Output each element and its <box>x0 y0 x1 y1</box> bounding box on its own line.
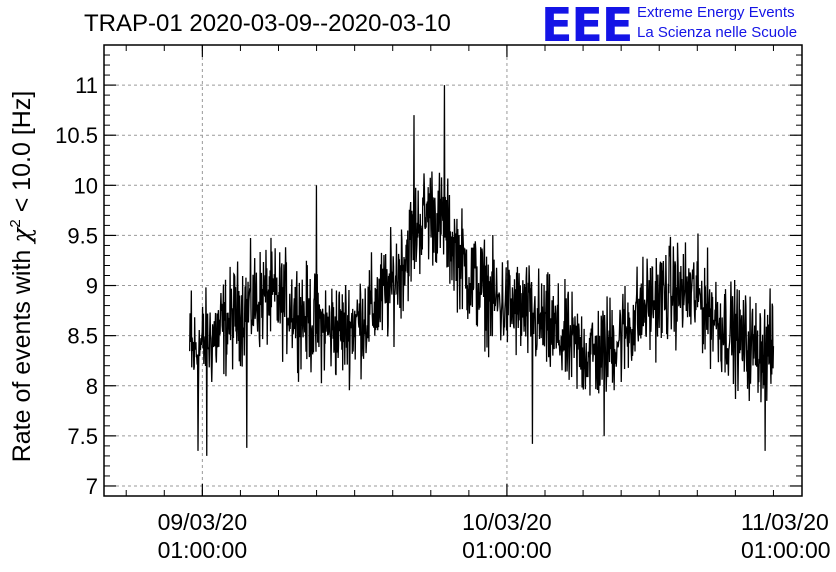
y-tick-label: 7 <box>86 474 98 499</box>
logo-line-2: La Scienza nelle Scuole <box>637 24 798 41</box>
x-tick-label-date: 11/03/20 <box>741 509 829 535</box>
y-tick-label: 8 <box>86 374 98 399</box>
y-axis-label-sup: 2 <box>7 219 24 227</box>
x-tick-label-time: 01:00:00 <box>158 537 248 563</box>
y-tick-label: 10.5 <box>55 123 98 148</box>
tick-layer: 77.588.599.51010.51109/03/2001:00:0010/0… <box>55 44 831 563</box>
y-axis-label-rest: < 10.0 [Hz] <box>8 91 36 220</box>
y-tick-label: 11 <box>75 73 98 98</box>
logo-line-1: Extreme Energy Events <box>637 4 795 21</box>
x-tick-label-time: 01:00:00 <box>741 537 831 563</box>
y-tick-label: 10 <box>74 173 98 198</box>
x-tick-label-time: 01:00:00 <box>462 537 552 563</box>
y-tick-label: 8.5 <box>67 324 98 349</box>
chart-title: TRAP-01 2020-03-09--2020-03-10 <box>84 10 451 37</box>
series-layer <box>189 85 775 456</box>
x-tick-label-date: 10/03/20 <box>462 509 552 535</box>
x-tick-label-date: 09/03/20 <box>158 509 248 535</box>
eee-logo: EEE <box>541 0 633 52</box>
y-axis-label: Rate of events with χ2 < 10.0 [Hz] <box>7 91 36 463</box>
y-axis-label-part: Rate of events with <box>8 243 36 463</box>
series-line <box>189 85 775 456</box>
y-tick-label: 9.5 <box>67 223 98 248</box>
y-tick-label: 7.5 <box>67 424 98 449</box>
y-tick-label: 9 <box>86 274 98 299</box>
grid-layer <box>104 45 802 496</box>
y-axis-label-chi: χ <box>7 226 36 245</box>
plot-frame <box>103 44 803 497</box>
